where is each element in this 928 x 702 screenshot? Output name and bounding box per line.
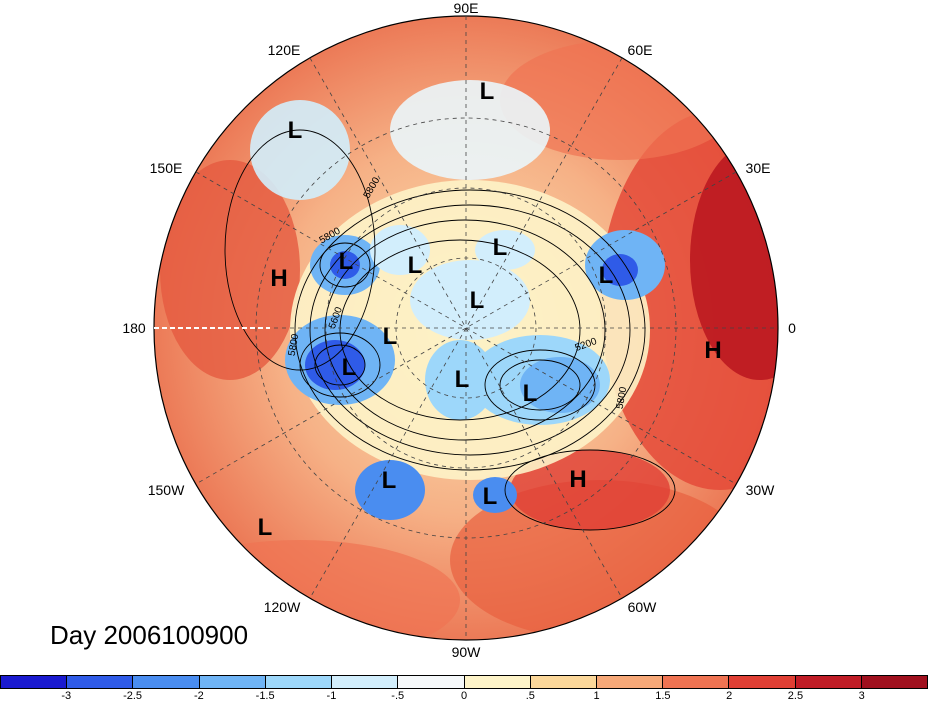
colorbar-tick-label: 3 — [858, 690, 865, 702]
low-pressure-marker: L — [598, 262, 614, 289]
low-pressure-marker: L — [482, 483, 498, 510]
colorbar-tick-label: -3 — [61, 690, 72, 702]
low-pressure-marker: L — [341, 354, 357, 381]
colorbar-segment — [133, 676, 200, 688]
lon-label-0: 0 — [788, 320, 796, 336]
low-pressure-marker: L — [469, 287, 485, 314]
colorbar-segment — [1, 676, 68, 688]
height-contours — [224, 129, 676, 531]
lon-label-120w: 120W — [263, 599, 301, 615]
low-pressure-marker: L — [479, 78, 495, 105]
lon-label-30e: 30E — [745, 160, 771, 176]
low-pressure-marker: L — [338, 248, 354, 275]
high-pressure-marker: H — [704, 337, 722, 364]
colorbar-segment — [398, 676, 465, 688]
colorbar — [0, 675, 928, 689]
colorbar-tick-label: -.5 — [391, 690, 405, 702]
colorbar-segment — [861, 676, 928, 688]
colorbar-tick-label: 1 — [593, 690, 600, 702]
low-pressure-marker: L — [454, 366, 470, 393]
low-pressure-marker: L — [287, 117, 303, 144]
colorbar-tick-label: -1 — [326, 690, 337, 702]
high-pressure-marker: H — [569, 466, 587, 493]
anomaly-field — [154, 16, 778, 640]
lon-label-30w: 30W — [745, 482, 775, 498]
colorbar-segment — [795, 676, 862, 688]
colorbar-segment — [596, 676, 664, 688]
colorbar-tick-label: -2.5 — [123, 690, 143, 702]
high-pressure-marker: H — [270, 265, 288, 292]
lon-label-150e: 150E — [149, 160, 183, 176]
colorbar-segment — [729, 676, 796, 688]
lon-label-60e: 60E — [627, 42, 653, 58]
low-pressure-marker: L — [381, 467, 397, 494]
colorbar-tick-label: -2 — [193, 690, 204, 702]
colorbar-segment — [265, 676, 333, 688]
low-pressure-marker: L — [407, 252, 423, 279]
colorbar-segment — [464, 676, 531, 688]
low-pressure-marker: L — [382, 323, 398, 350]
low-pressure-marker: L — [257, 514, 273, 541]
lon-label-180: 180 — [122, 320, 146, 336]
low-pressure-marker: L — [522, 380, 538, 407]
day-label: Day 2006100900 — [50, 620, 249, 650]
colorbar-segment — [663, 676, 730, 688]
lon-label-60w: 60W — [627, 599, 657, 615]
lon-label-90e: 90E — [453, 0, 479, 16]
colorbar-segment — [530, 676, 597, 688]
colorbar-segment — [199, 676, 266, 688]
colorbar-tick-label: .5 — [525, 690, 535, 702]
colorbar-tick-label: 2 — [726, 690, 733, 702]
colorbar-tick-label: 1.5 — [655, 690, 671, 702]
lon-label-150w: 150W — [147, 482, 185, 498]
colorbar-segment — [332, 676, 399, 688]
low-pressure-marker: L — [492, 234, 508, 261]
colorbar-tick-label: -1.5 — [255, 690, 275, 702]
lon-label-120e: 120E — [267, 42, 301, 58]
colorbar-tick-label: 2.5 — [787, 690, 804, 702]
colorbar-segment — [67, 676, 134, 688]
colorbar-tick-label: 0 — [460, 690, 468, 702]
lon-label-90w: 90W — [451, 644, 481, 660]
